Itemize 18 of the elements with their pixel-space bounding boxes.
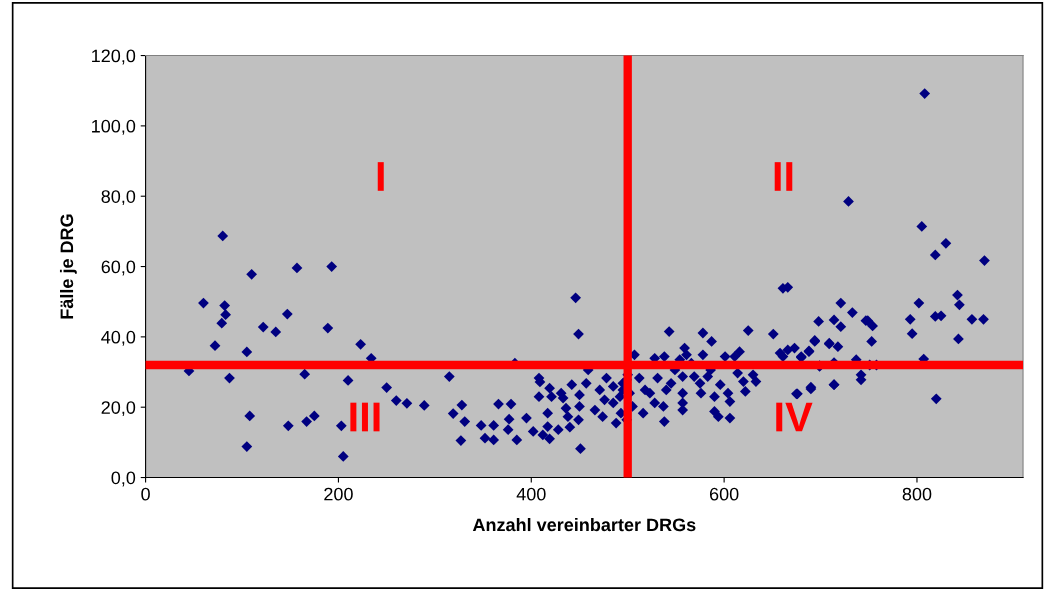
annotation: I [377,162,384,191]
annotation: II [774,162,793,191]
x-tick-label: 400 [516,487,546,501]
y-tick-label: 20,0 [101,401,136,417]
annotation: III [350,402,380,432]
y-tick-label: 40,0 [101,330,136,346]
annotation: IV [776,402,813,432]
x-axis-title: Anzahl vereinbarter DRGs [472,517,696,532]
y-tick-label: 120,0 [92,49,136,65]
y-tick-label: 60,0 [101,260,136,276]
x-tick-label: 200 [324,487,353,501]
y-tick-label: 0,0 [111,471,136,487]
x-tick-label: 600 [709,487,739,501]
y-tick-label: 100,0 [92,119,136,135]
x-tick-label: 0 [141,487,150,501]
x-tick-label: 800 [902,487,932,501]
y-axis-title: Fälle je DRG [59,214,77,319]
y-tick-label: 80,0 [101,190,136,206]
